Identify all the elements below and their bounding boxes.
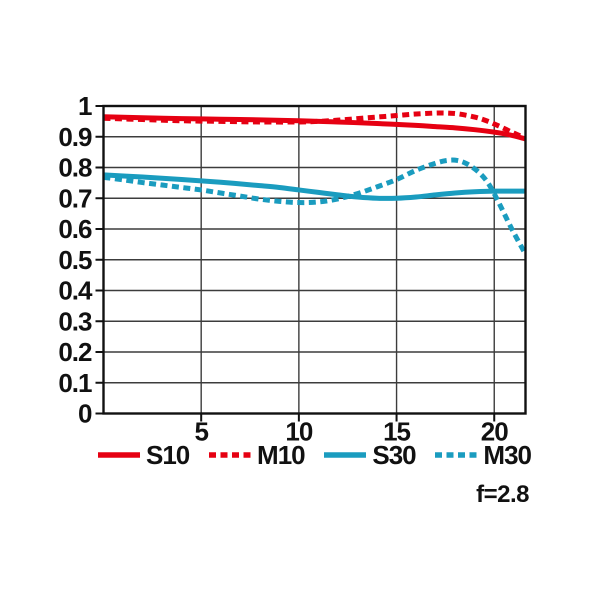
legend-item-s10: S10 [97,440,190,470]
svg-text:0.1: 0.1 [58,368,92,398]
s30-solid-line-swatch [324,452,367,458]
aperture-label: f=2.8 [476,481,529,508]
legend-label-m30: M30 [483,440,532,470]
svg-text:20: 20 [481,417,508,447]
svg-text:0.8: 0.8 [58,153,92,183]
svg-text:0.3: 0.3 [58,306,92,336]
s10-solid-line-swatch [98,452,140,458]
svg-text:0.4: 0.4 [58,276,93,306]
svg-text:5: 5 [194,417,208,447]
legend: S10 M10 S30 M30 [97,440,532,470]
m30-dashed-line-swatch [435,452,478,458]
svg-text:0: 0 [78,399,92,429]
svg-text:10: 10 [285,417,312,447]
svg-text:0.9: 0.9 [58,122,92,152]
legend-label-s30: S30 [372,440,416,470]
svg-text:0.2: 0.2 [58,337,92,367]
svg-text:15: 15 [383,417,410,447]
svg-text:0.5: 0.5 [58,245,92,275]
m10-dashed-line-swatch [209,452,252,458]
legend-item-m10: M10 [208,440,306,470]
svg-text:0.7: 0.7 [58,183,92,213]
svg-text:0.6: 0.6 [58,214,92,244]
legend-item-m30: M30 [434,440,532,470]
legend-label-s10: S10 [146,440,190,470]
legend-label-m10: M10 [257,440,306,470]
svg-text:1: 1 [78,91,92,121]
legend-item-s30: S30 [323,440,417,470]
